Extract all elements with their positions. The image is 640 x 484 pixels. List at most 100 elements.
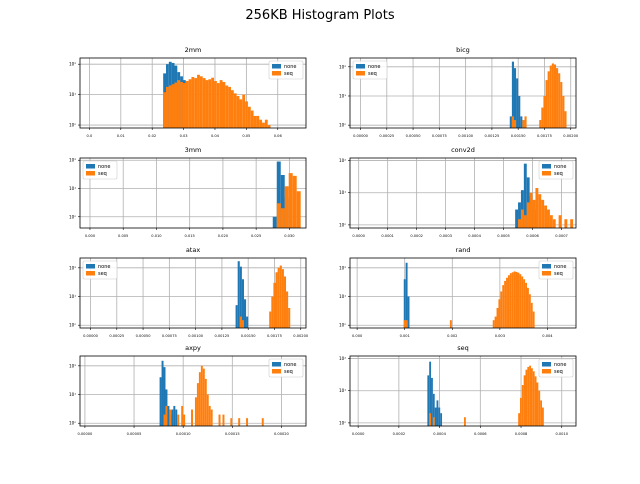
x-tick-label: 0.004 [542,334,553,338]
bar-seq [236,96,240,128]
bar-seq [165,405,168,426]
bar-seq [526,202,530,228]
x-tick-label: 0.00000 [353,134,369,138]
x-tick-label: 0.030 [284,234,295,238]
bar-seq [494,316,497,328]
x-tick-label: 0.01 [117,134,125,138]
bar-none [403,279,406,328]
panel-title: seq [457,344,469,352]
bar-seq [544,205,548,228]
legend-swatch-none [86,164,95,169]
bar-seq [540,400,542,426]
bar-seq [163,92,167,128]
bar-seq [194,78,198,128]
bar-seq [513,271,516,328]
bar-seq [196,383,199,426]
x-tick-label: 0.0010 [555,432,568,436]
bar-seq [163,414,166,426]
legend-label: seq [98,271,107,277]
bar-seq [513,120,517,128]
panel-conv2d: conv2d 0.0000 0.0001 0.0002 0.0003 0.0004 0.00… [339,146,577,238]
bar-seq [279,265,282,328]
y-tick-label: 10⁰ [339,222,346,227]
bar-seq [531,368,533,426]
bar-none [407,296,410,328]
bar-none [175,409,178,426]
bar-seq [529,192,533,228]
y-tick-label: 10¹ [339,190,346,195]
bar-seq [233,93,237,128]
x-tick-label: 0.0004 [468,234,481,238]
x-tick-label: 0.00150 [511,134,527,138]
x-tick-label: 0.015 [185,234,195,238]
x-tick-label: 0.00025 [379,134,394,138]
bar-seq [507,275,510,328]
bar-none [239,266,242,328]
bar-seq [239,316,242,328]
bar-none [432,393,435,426]
bar-seq [560,82,563,128]
bar-seq [553,64,557,128]
legend-label: none [554,362,566,368]
bar-seq [547,209,550,228]
x-tick-label: 0.0007 [555,234,568,238]
panel-3mm: 3mm 0.000 0.005 0.010 0.015 0.020 0.025 0.030 10… [69,146,307,238]
panel-title: conv2d [451,146,475,154]
x-tick-label: 0.025 [251,234,261,238]
bar-seq [225,85,229,128]
bar-seq [506,277,508,328]
bar-seq [262,122,265,128]
bar-seq [208,405,211,426]
bar-seq [188,79,192,128]
x-tick-label: 0.00150 [241,334,257,338]
y-tick-label: 10⁰ [339,420,346,425]
bar-seq [183,414,186,426]
bar-seq [259,119,263,128]
bar-seq [202,368,205,426]
y-tick-label: 10² [69,265,76,270]
legend-label: seq [554,171,563,177]
axes-frame [79,355,307,427]
x-tick-label: 0.00025 [109,334,124,338]
bar-seq [549,65,552,128]
bar-seq [564,219,568,228]
bar-seq [204,378,207,426]
y-tick-label: 10⁰ [69,123,76,128]
bar-seq [169,409,172,426]
y-tick-label: 10⁰ [69,421,76,426]
x-tick-label: 0.0008 [515,432,528,436]
x-tick-label: 0.0006 [526,234,539,238]
bar-seq [261,418,264,426]
bar-seq [521,276,524,328]
x-tick-label: 0.00015 [225,432,240,436]
x-tick-label: 0.0002 [393,432,406,436]
bar-none [161,360,164,426]
bar-none [516,78,519,128]
legend-label: seq [98,171,107,177]
bar-seq [267,125,271,128]
legend-swatch-seq [86,271,95,276]
bar-seq [405,322,408,328]
bar-none [159,377,162,426]
bar-none [523,163,527,228]
bar-seq [275,272,278,328]
legend-label: none [368,64,380,70]
bar-seq [288,307,291,328]
bar-seq [288,173,293,228]
x-tick-label: 0.0004 [433,432,446,436]
bar-seq [530,302,533,328]
y-tick-label: 10² [339,356,346,361]
bar-none [518,202,521,228]
plot-area [80,158,306,228]
legend-label: none [554,164,566,170]
axes-frame [79,157,307,229]
x-tick-label: 0.005 [118,234,128,238]
legend-swatch-none [542,362,551,367]
x-tick-label: 0.00050 [136,334,152,338]
legend-swatch-none [272,64,281,69]
y-tick-label: 10¹ [69,392,76,397]
bar-seq [185,81,189,128]
bar-seq [504,280,507,328]
